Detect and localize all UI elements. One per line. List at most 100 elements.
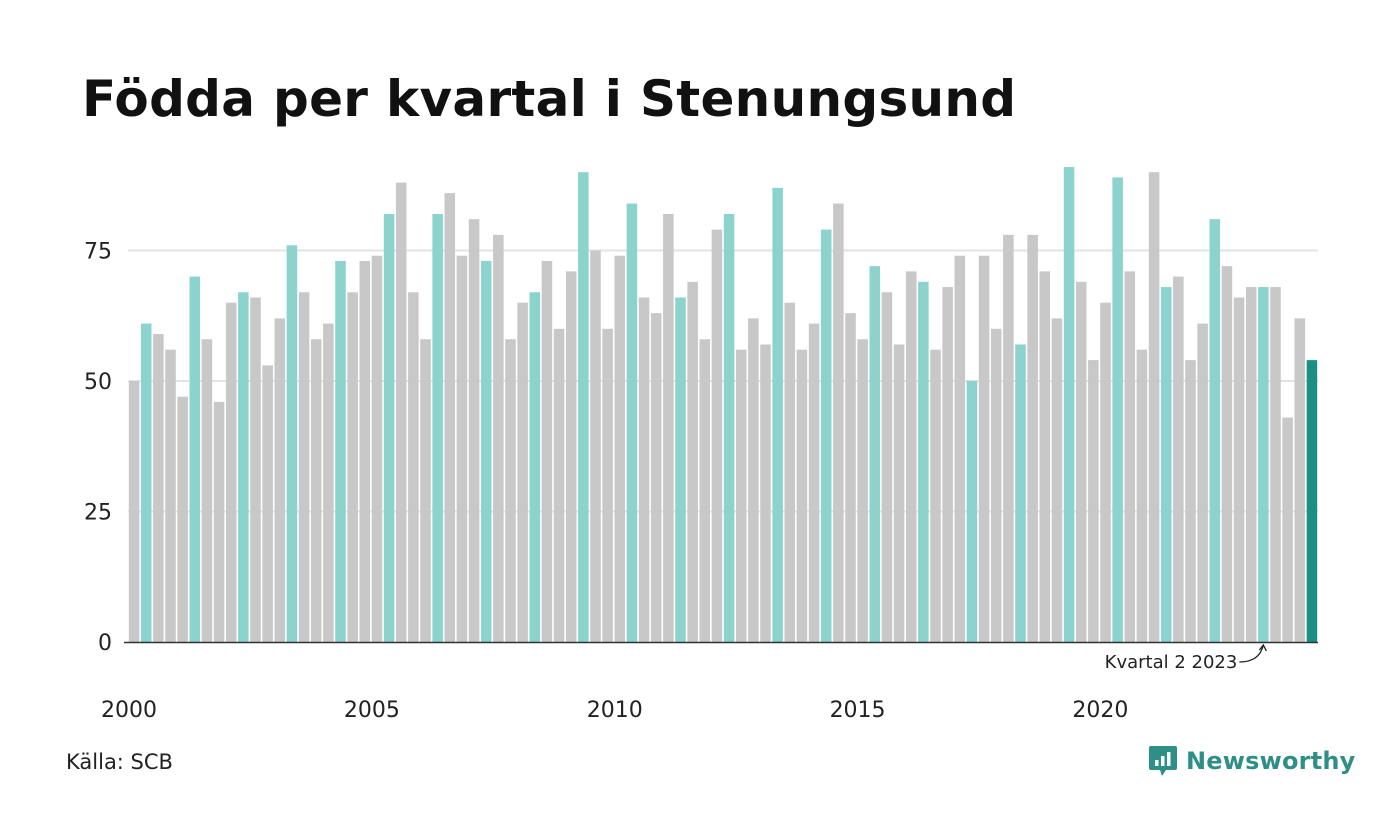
bar <box>1039 271 1051 642</box>
bar <box>371 255 383 642</box>
bar <box>772 187 783 643</box>
bar <box>517 302 528 642</box>
bar <box>1209 219 1221 642</box>
bar <box>189 276 201 642</box>
bar <box>395 182 407 642</box>
bar <box>735 349 747 642</box>
source-note: Källa: SCB <box>66 750 173 774</box>
bar <box>128 381 140 642</box>
chart-title: Födda per kvartal i Stenungsund <box>82 70 1017 128</box>
bar <box>1003 234 1014 642</box>
bar <box>383 213 395 642</box>
y-tick-label: 75 <box>84 240 112 265</box>
bar <box>541 260 553 642</box>
y-tick-label: 0 <box>98 631 112 656</box>
bar <box>238 292 249 642</box>
bar <box>638 297 650 642</box>
bar <box>140 323 152 642</box>
annotation-label: Kvartal 2 2023 <box>1105 652 1238 673</box>
bar <box>1294 318 1306 642</box>
bar <box>1124 271 1136 642</box>
bar <box>905 271 917 642</box>
annotation-arrow <box>1239 643 1267 663</box>
bar <box>1136 349 1148 642</box>
bar <box>286 245 298 642</box>
bar <box>820 229 832 642</box>
bar <box>1063 166 1075 643</box>
bar <box>614 255 626 642</box>
bar <box>165 349 176 642</box>
latest-annotation: Kvartal 2 2023 <box>1105 643 1267 673</box>
bar <box>262 365 273 642</box>
bar <box>1282 417 1293 642</box>
bar <box>1221 266 1233 642</box>
bar <box>893 344 905 642</box>
bar <box>335 260 346 642</box>
bar <box>347 292 358 642</box>
bar <box>553 328 565 642</box>
bar <box>323 323 334 642</box>
brand-name: Newsworthy <box>1186 747 1356 775</box>
bar <box>760 344 771 642</box>
bar <box>565 271 577 642</box>
bar <box>408 292 419 642</box>
bar <box>833 203 844 642</box>
bar <box>1245 287 1257 642</box>
bar <box>444 193 456 642</box>
bar <box>699 339 711 642</box>
brand-logo: Newsworthy <box>1148 744 1356 778</box>
bar <box>808 323 820 642</box>
x-tick-label: 2015 <box>830 698 886 723</box>
bar <box>1258 287 1269 642</box>
bar <box>869 266 881 642</box>
x-tick-label: 2020 <box>1072 698 1128 723</box>
bar <box>432 213 443 642</box>
bar <box>493 234 504 642</box>
bar <box>711 229 723 642</box>
bar <box>480 260 492 642</box>
bar <box>796 349 808 642</box>
bar <box>845 313 856 642</box>
bar <box>468 219 480 642</box>
bar <box>918 281 929 642</box>
bar <box>274 318 286 642</box>
bar <box>966 381 978 642</box>
bar <box>153 334 164 642</box>
bar <box>602 328 613 642</box>
bar <box>626 203 638 642</box>
bar <box>650 313 662 642</box>
bar <box>942 287 953 642</box>
bar <box>298 292 310 642</box>
bar <box>201 339 213 642</box>
bar <box>1173 276 1184 642</box>
bars <box>128 166 1318 643</box>
bar <box>1197 323 1208 642</box>
bar <box>213 401 225 642</box>
bar <box>675 297 686 642</box>
bar <box>590 250 601 642</box>
bar <box>857 339 868 642</box>
bar <box>1015 344 1026 642</box>
bar <box>1185 360 1196 642</box>
bar <box>1088 360 1099 642</box>
y-axis-ticks: 0 25 50 75 <box>84 240 112 657</box>
bar <box>1160 287 1172 642</box>
bar <box>1075 281 1087 642</box>
x-tick-label: 2005 <box>344 698 400 723</box>
bar <box>1148 172 1160 642</box>
bar <box>930 349 941 642</box>
bar <box>250 297 261 642</box>
bar <box>723 213 735 642</box>
bar <box>310 339 322 642</box>
bar <box>1100 302 1111 642</box>
bar <box>748 318 759 642</box>
y-tick-label: 50 <box>84 370 112 395</box>
bar <box>1051 318 1063 642</box>
bar <box>1233 297 1245 642</box>
bar <box>225 302 237 642</box>
bar <box>420 339 431 642</box>
bar <box>784 302 796 642</box>
bar <box>456 255 468 642</box>
x-axis-ticks: 2000 2005 2010 2015 2020 <box>101 698 1128 723</box>
bar-chart: 0 25 50 75 2000 2005 2010 2015 2020 Kvartal 2 2… <box>84 166 1318 723</box>
